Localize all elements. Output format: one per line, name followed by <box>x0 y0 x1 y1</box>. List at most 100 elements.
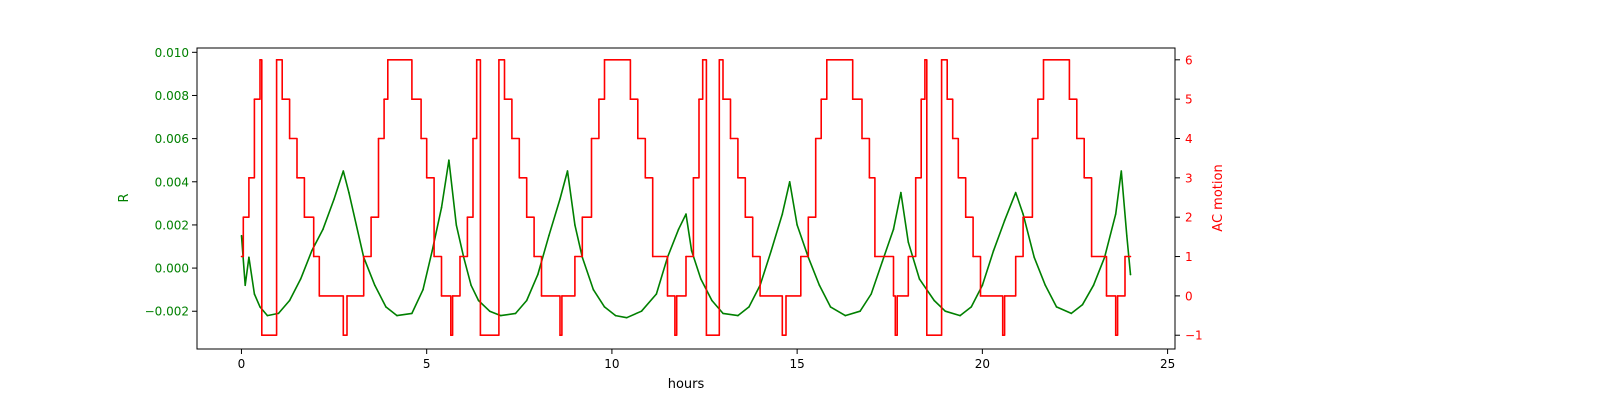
right-tick-label: 0 <box>1185 289 1193 303</box>
r-data-point <box>722 312 724 315</box>
r-data-point <box>396 314 398 317</box>
r-data-point <box>625 316 628 319</box>
ac-motion-data-point <box>318 295 321 297</box>
r-data-point <box>259 306 261 308</box>
ac-motion-data-point <box>377 137 380 140</box>
ac-motion-data-point <box>1042 59 1045 61</box>
ac-motion-data-point <box>675 295 678 297</box>
r-data-point <box>477 299 480 302</box>
ac-motion-data-point <box>629 98 632 100</box>
ac-motion-data-point <box>1124 255 1126 258</box>
ac-motion-data-point <box>1068 98 1071 100</box>
r-data-point <box>440 206 443 209</box>
r-data-point <box>685 213 687 215</box>
r-data-point <box>288 299 291 302</box>
ac-motion-data-point <box>479 334 482 337</box>
ac-motion-data-point <box>498 59 500 61</box>
x-axis-label: hours <box>668 377 705 392</box>
r-data-point <box>711 299 713 302</box>
ac-motion-data-point <box>744 216 747 218</box>
r-data-point <box>859 310 861 313</box>
ac-motion-data-point <box>701 59 704 61</box>
r-data-point <box>470 284 472 287</box>
ac-motion-data-point <box>425 177 428 179</box>
ac-motion-data-point <box>972 255 974 258</box>
x-tick-label: 25 <box>1160 357 1175 371</box>
r-data-point <box>566 170 569 172</box>
ac-motion-data-point <box>1001 334 1004 337</box>
left-tick-label: 0.008 <box>155 89 189 103</box>
r-data-point <box>981 284 984 287</box>
r-data-point <box>959 314 961 317</box>
r-data-point <box>277 312 280 315</box>
ac-motion-data-point <box>894 334 897 337</box>
ac-motion-data-point <box>814 137 817 140</box>
r-data-point <box>870 293 872 295</box>
ac-motion-data-point <box>288 137 291 140</box>
r-data-point <box>574 224 576 226</box>
ac-motion-data-point <box>259 59 261 61</box>
x-tick-label: 15 <box>789 357 804 371</box>
ac-motion-data-point <box>785 295 787 297</box>
ac-motion-data-point <box>861 137 863 140</box>
r-data-point <box>253 293 256 295</box>
ac-motion-data-point <box>666 295 669 297</box>
r-data-point <box>918 278 921 280</box>
ac-motion-data-point <box>957 177 960 179</box>
r-data-point <box>992 250 995 252</box>
ac-motion-data-point <box>868 177 871 179</box>
r-data-point <box>537 273 539 276</box>
ac-motion-data-point <box>581 216 584 218</box>
right-axis-label: AC motion <box>1211 164 1226 231</box>
x-tick-label: 10 <box>604 357 619 371</box>
ac-motion-data-point <box>1076 137 1078 140</box>
r-data-point <box>448 159 450 161</box>
r-data-point <box>737 314 739 317</box>
ac-motion-data-point <box>561 295 563 297</box>
ac-motion-data-point <box>533 255 535 258</box>
r-data-point <box>431 250 434 252</box>
left-tick-label: 0.002 <box>155 218 189 232</box>
ac-motion-data-point <box>692 177 695 179</box>
r-data-point <box>1070 312 1073 315</box>
ac-motion-data-point <box>253 98 256 100</box>
r-data-point <box>1114 213 1117 215</box>
r-data-point <box>422 288 424 291</box>
r-data-point <box>796 224 798 226</box>
right-tick-label: 6 <box>1185 53 1193 67</box>
r-data-point <box>900 191 902 194</box>
ac-motion-data-point <box>644 177 647 179</box>
ac-motion-data-point <box>1090 255 1093 258</box>
r-data-point <box>244 284 246 287</box>
r-data-point <box>655 293 658 295</box>
left-axis-label: R <box>117 193 132 202</box>
ac-motion-data-point <box>540 295 543 297</box>
ac-motion-data-point <box>851 98 854 100</box>
x-tick-label: 5 <box>423 357 431 371</box>
right-tick-label: 2 <box>1185 211 1193 225</box>
ac-motion-data-point <box>722 98 724 100</box>
ac-motion-data-point <box>590 137 593 140</box>
r-data-point <box>788 181 791 183</box>
ac-motion-data-point <box>1114 334 1117 337</box>
ac-motion-data-point <box>411 98 413 100</box>
r-data-point <box>844 314 847 317</box>
right-tick-label: 3 <box>1185 171 1193 185</box>
r-data-point <box>348 191 350 194</box>
ac-motion-data-point <box>433 255 435 258</box>
ac-motion-data-point <box>940 59 943 61</box>
r-data-point <box>881 260 884 263</box>
ac-motion-data-point <box>979 295 982 297</box>
ac-motion-data-point <box>698 98 700 100</box>
right-axis-ticks: −1 0 1 2 3 4 5 6 <box>1175 53 1203 343</box>
ac-motion-data-point <box>383 98 385 100</box>
r-data-point <box>311 250 313 252</box>
ac-motion-data-point <box>459 255 461 258</box>
r-data-point <box>614 314 617 317</box>
ac-motion-data-point <box>503 98 506 100</box>
ac-motion-data-point <box>737 177 739 179</box>
ac-motion-data-point <box>440 295 443 297</box>
r-data-point <box>1126 234 1128 237</box>
ac-motion-data-point <box>312 255 315 258</box>
right-tick-label: 4 <box>1185 132 1193 146</box>
